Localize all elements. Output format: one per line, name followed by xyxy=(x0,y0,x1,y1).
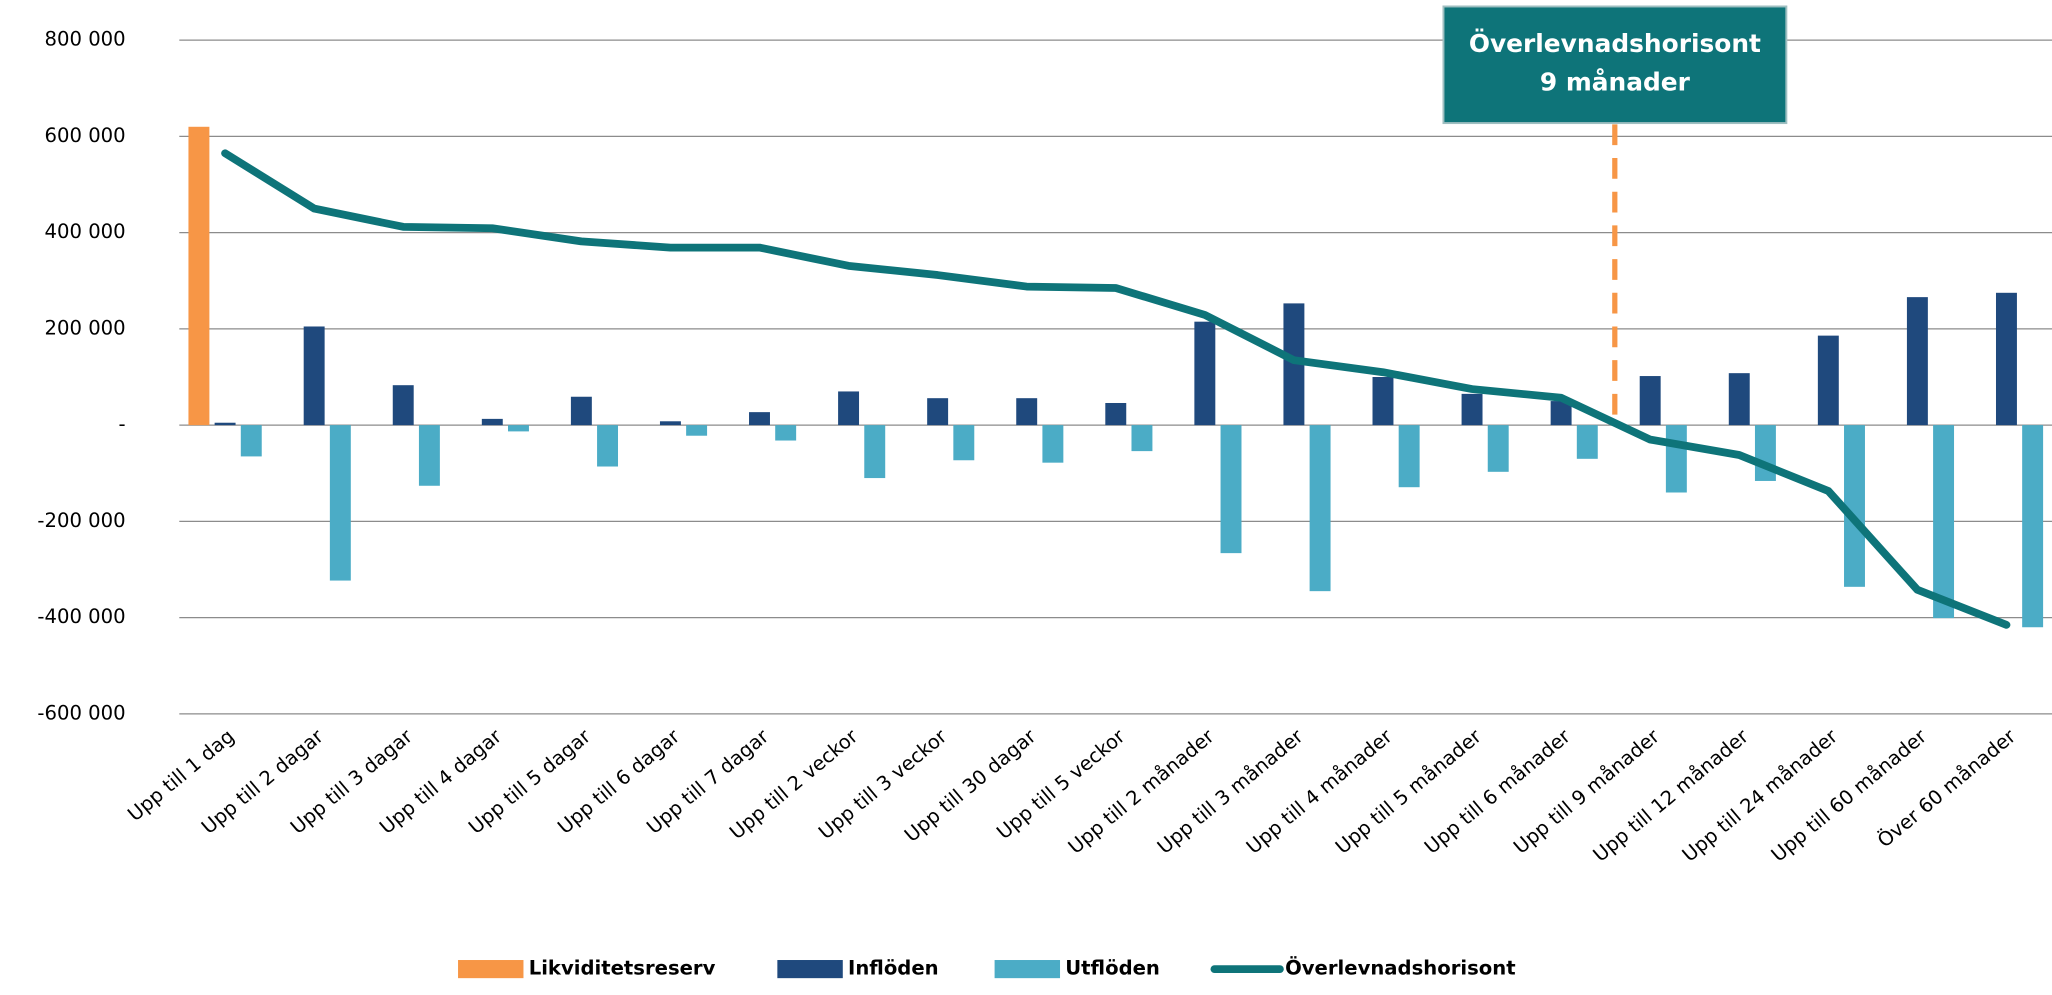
bar xyxy=(188,126,210,426)
bar xyxy=(1576,425,1598,459)
x-tick-label: Upp till 6 månader xyxy=(1420,724,1576,858)
bar xyxy=(1639,376,1661,426)
bar xyxy=(1933,425,1955,619)
bar xyxy=(1131,425,1153,452)
bar xyxy=(2022,425,2044,628)
bar xyxy=(1194,321,1216,426)
bar xyxy=(953,425,975,461)
legend-swatch xyxy=(458,960,524,979)
x-tick-label: Upp till 5 månader xyxy=(1331,724,1487,858)
x-tick-label: Upp till 12 månader xyxy=(1589,724,1754,866)
bar xyxy=(1550,401,1572,426)
annotation-text: Överlevnadshorisont xyxy=(1469,28,1761,58)
y-tick-label: -400 000 xyxy=(37,605,125,628)
bar xyxy=(240,425,262,457)
bar xyxy=(214,422,236,426)
bar xyxy=(1906,297,1928,426)
legend-swatch xyxy=(777,960,843,979)
bar xyxy=(1105,402,1127,426)
bar xyxy=(508,425,529,432)
bar xyxy=(1487,425,1509,472)
bar xyxy=(1016,398,1038,426)
bar xyxy=(418,425,440,486)
bar xyxy=(1398,425,1420,488)
bar xyxy=(864,425,886,479)
y-tick-label: 600 000 xyxy=(45,124,126,147)
bar xyxy=(659,421,681,426)
x-tick-label: Upp till 2 månader xyxy=(1064,724,1220,858)
bar xyxy=(686,425,708,436)
bar xyxy=(775,425,797,441)
bar xyxy=(1665,425,1687,493)
bar xyxy=(749,412,770,426)
y-tick-label: 800 000 xyxy=(45,28,126,51)
y-tick-label: -200 000 xyxy=(37,509,125,532)
bar xyxy=(1844,425,1865,587)
bar xyxy=(481,418,503,426)
annotation-box xyxy=(1442,5,1788,125)
bar xyxy=(1817,335,1839,426)
bar xyxy=(1042,425,1064,463)
bar xyxy=(329,425,351,581)
y-tick-label: - xyxy=(119,413,126,436)
bar xyxy=(838,391,860,426)
x-tick-label: Upp till 60 månader xyxy=(1767,724,1932,866)
y-tick-label: -600 000 xyxy=(37,701,125,724)
bar xyxy=(927,398,949,426)
legend-label: Likviditetsreserv xyxy=(529,957,716,980)
x-tick-label: Upp till 4 månader xyxy=(1242,724,1398,858)
x-tick-label: Upp till 3 månader xyxy=(1153,724,1309,858)
legend-label: Inflöden xyxy=(848,957,939,980)
line xyxy=(221,149,2011,629)
x-tick-label: Upp till 24 månader xyxy=(1678,724,1843,866)
bar xyxy=(1995,292,2017,426)
bar xyxy=(392,385,414,426)
bar xyxy=(570,396,592,426)
bar xyxy=(1372,377,1394,426)
legend-swatch xyxy=(994,960,1061,979)
bar xyxy=(1728,373,1750,426)
y-tick-label: 200 000 xyxy=(45,316,126,339)
legend-label: Utflöden xyxy=(1065,957,1160,980)
bar xyxy=(597,425,619,467)
x-tick-label: Upp till 9 månader xyxy=(1509,724,1665,858)
y-tick-label: 400 000 xyxy=(45,220,126,243)
bar xyxy=(1461,393,1483,426)
bar xyxy=(303,326,325,426)
bar xyxy=(1220,425,1242,554)
legend-label: Överlevnadshorisont xyxy=(1285,956,1515,980)
bar xyxy=(1309,425,1331,592)
annotation-text: 9 månader xyxy=(1540,68,1691,97)
bar xyxy=(1283,303,1305,426)
